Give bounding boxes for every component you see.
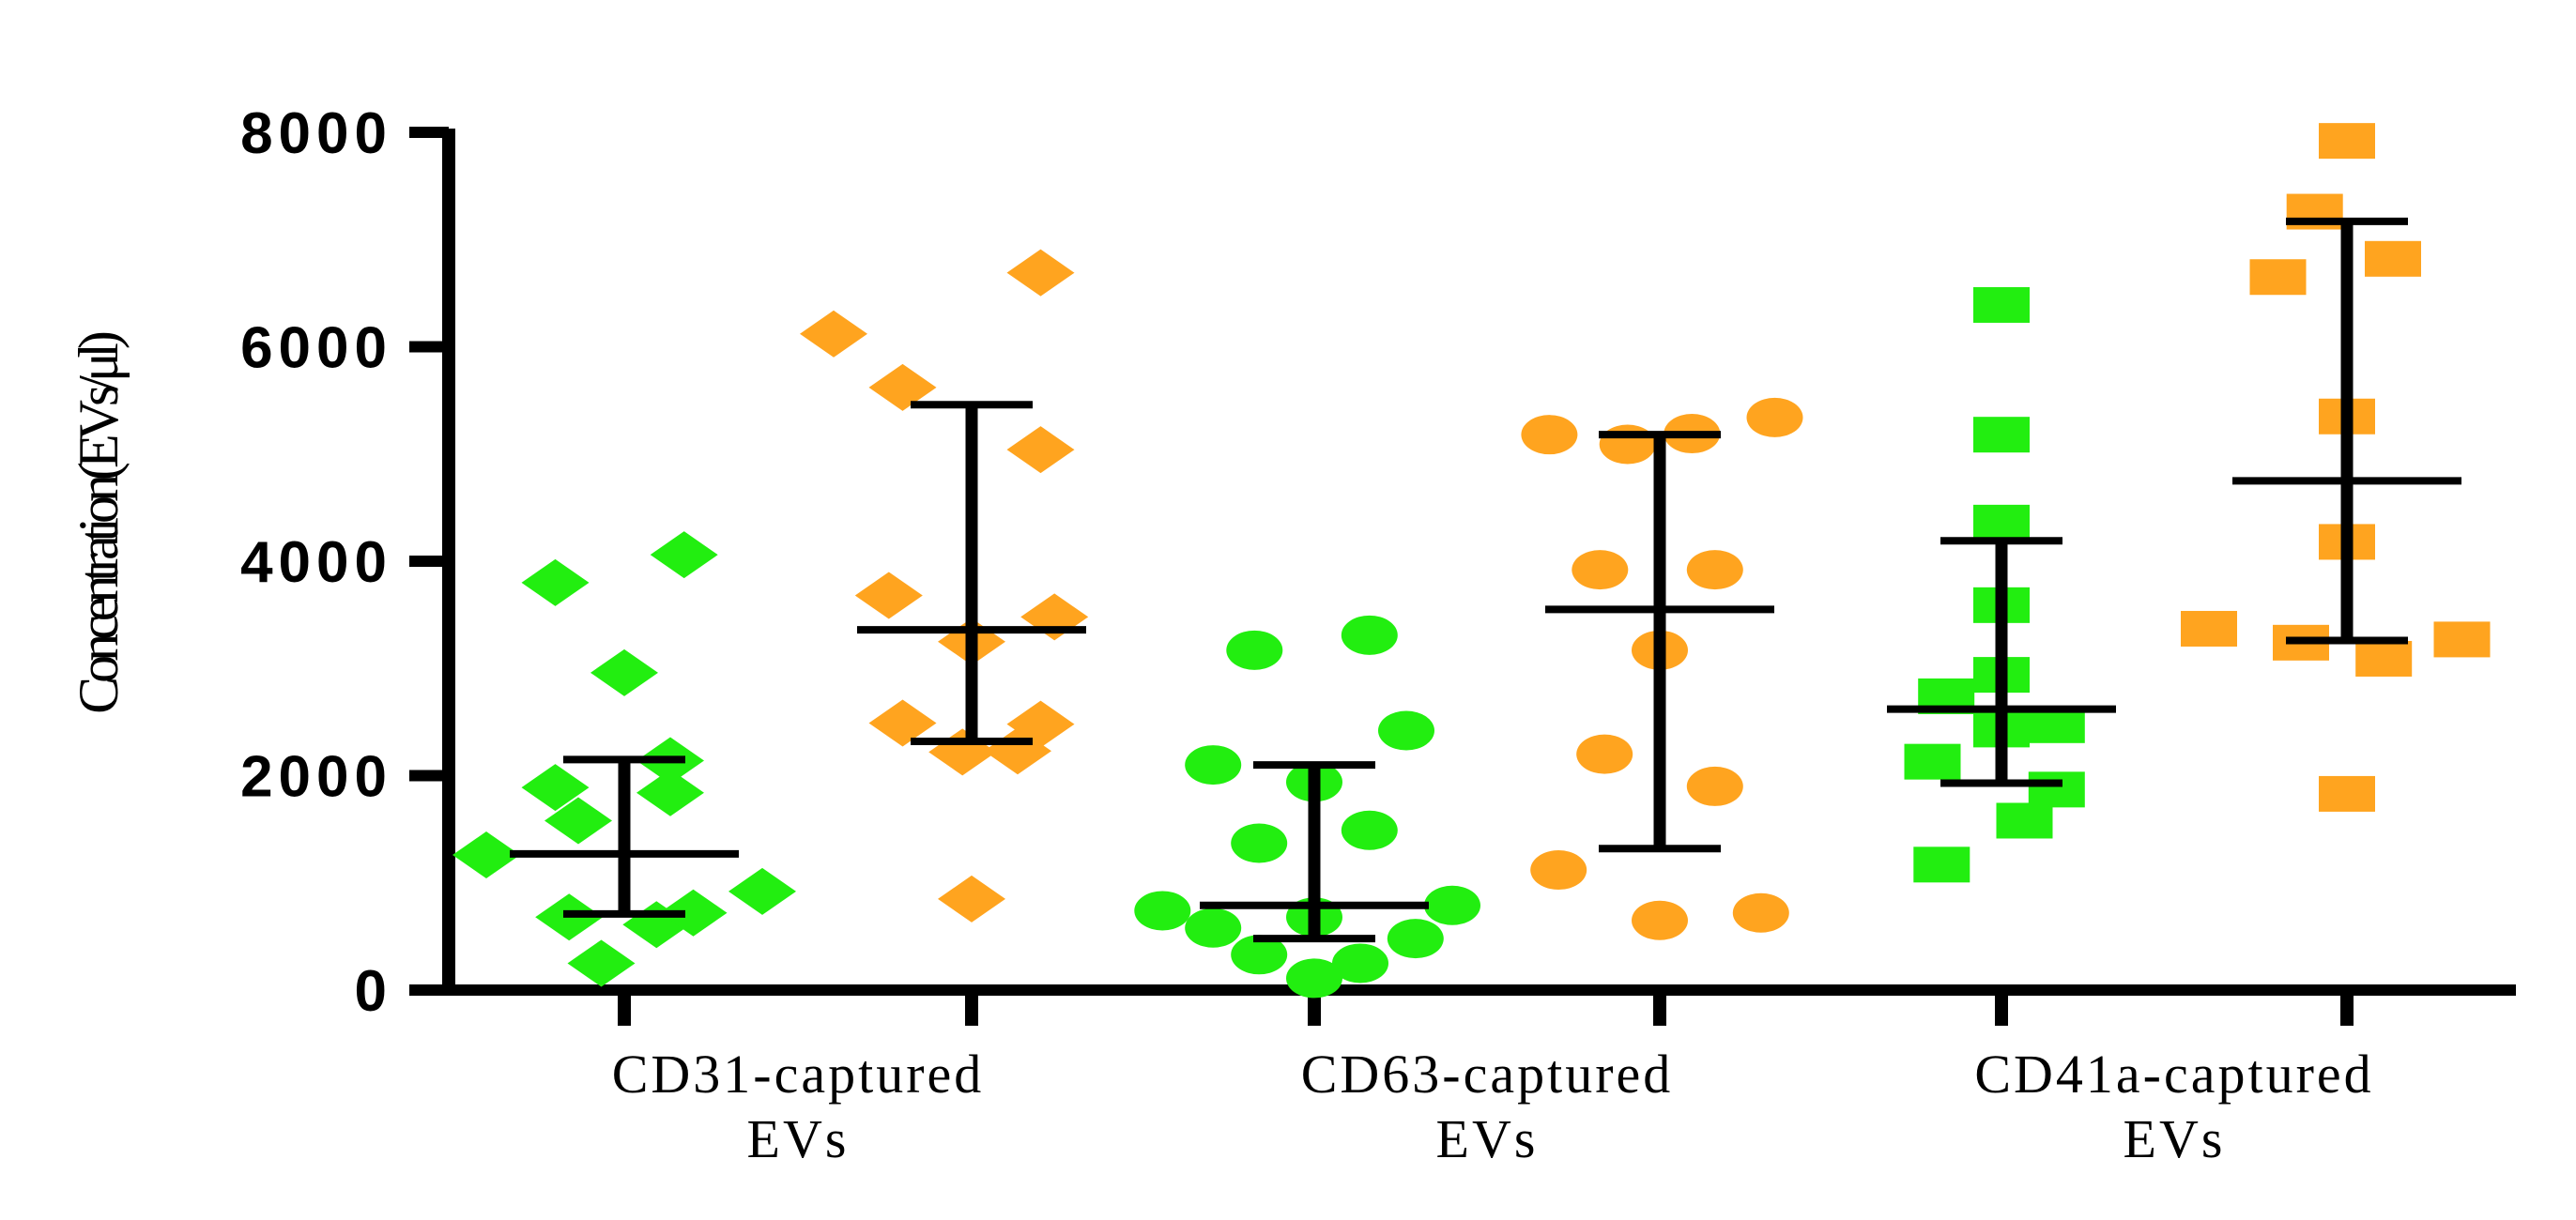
square-point: [1904, 743, 1961, 780]
diamond-point: [800, 310, 867, 358]
square-point: [1996, 802, 2053, 839]
circle-point: [1185, 745, 1242, 785]
y-tick-label: 2000: [240, 745, 392, 810]
circle-point: [1387, 919, 1444, 959]
diamond-point: [521, 764, 590, 812]
circle-point: [1521, 415, 1578, 455]
y-tick-label: 0: [355, 959, 392, 1024]
diamond-point: [659, 889, 728, 937]
circle-point: [1286, 958, 1342, 999]
data-points: [452, 123, 2491, 999]
circle-point: [1530, 850, 1587, 891]
circle-point: [1341, 810, 1398, 850]
y-axis-title: Concentration(EVs/μl): [68, 332, 130, 714]
circle-point: [1424, 885, 1480, 925]
category-label-line1: CD41a-captured: [1974, 1044, 2373, 1105]
square-point: [2319, 775, 2375, 812]
diamond-point: [636, 769, 704, 816]
y-tick-label: 8000: [240, 101, 392, 166]
square-point: [1973, 286, 2030, 323]
square-point: [2028, 771, 2085, 808]
diamond-point: [521, 558, 590, 606]
circle-point: [1134, 891, 1191, 931]
circle-point: [1686, 766, 1743, 806]
category-label-line2: EVs: [2124, 1108, 2226, 1169]
category-label-line2: EVs: [747, 1108, 850, 1169]
square-point: [2249, 259, 2307, 296]
diamond-point: [1006, 249, 1075, 297]
diamond-point: [452, 831, 520, 879]
circle-point: [1231, 935, 1288, 975]
circle-point: [1746, 397, 1803, 437]
circle-point: [1341, 615, 1398, 655]
circle-point: [1632, 900, 1688, 940]
axes: [409, 127, 2516, 1026]
square-point: [2433, 621, 2491, 658]
category-label-line2: EVs: [1436, 1108, 1539, 1169]
axis-labels: Concentration(EVs/μl) 0 2000 4000 6000 8000 C…: [68, 101, 2373, 1169]
diamond-point: [650, 531, 718, 579]
diamond-point: [544, 797, 612, 845]
category-label-line1: CD31-captured: [612, 1044, 985, 1105]
circle-point: [1185, 907, 1242, 948]
diamond-point: [1006, 426, 1075, 474]
circle-point: [1732, 892, 1789, 933]
category-label-line1: CD63-captured: [1301, 1044, 1674, 1105]
square-point: [2319, 123, 2375, 160]
square-point: [2365, 240, 2421, 277]
diamond-point: [854, 572, 923, 619]
circle-point: [1231, 823, 1288, 863]
circle-point: [1572, 550, 1629, 590]
diamond-point: [868, 363, 937, 411]
circle-point: [1686, 550, 1743, 590]
square-point: [2028, 707, 2085, 743]
error-bars: [510, 217, 2461, 943]
square-point: [2355, 640, 2413, 677]
circle-point: [1599, 424, 1656, 465]
circle-point: [1226, 630, 1283, 670]
square-point: [1913, 846, 1970, 883]
diamond-point: [567, 939, 636, 987]
circle-point: [1332, 943, 1388, 984]
square-point: [2181, 610, 2237, 647]
diamond-point: [868, 699, 937, 747]
diamond-point: [938, 875, 1005, 923]
y-tick-label: 6000: [240, 316, 392, 381]
circle-point: [1576, 734, 1633, 774]
diamond-point: [728, 867, 796, 915]
square-point: [1973, 504, 2030, 541]
y-tick-label: 4000: [240, 530, 392, 595]
circle-point: [1378, 710, 1434, 751]
diamond-point: [590, 648, 658, 696]
square-point: [1973, 417, 2030, 453]
